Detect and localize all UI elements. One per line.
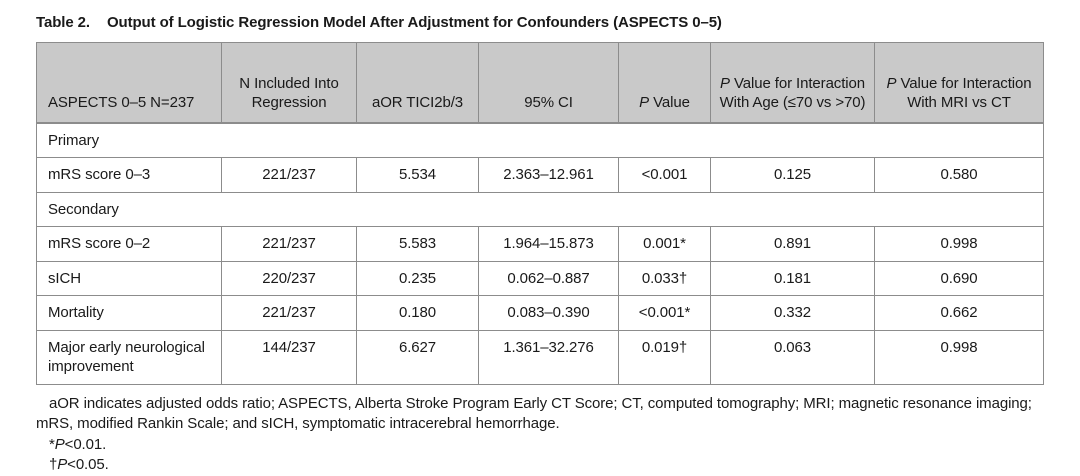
table-row: sICH 220/237 0.235 0.062–0.887 0.033† 0.181 0.… bbox=[36, 260, 1044, 296]
significance-note-1: *P<0.01. bbox=[49, 435, 107, 453]
table-title: Table 2. Output of Logistic Regression Mo… bbox=[36, 14, 1044, 31]
logistic-regression-table: ASPECTS 0–5 N=237 N Included Into Regress… bbox=[36, 42, 1044, 385]
cell-p_value: <0.001* bbox=[618, 295, 711, 331]
cell-outcome: mRS score 0–3 bbox=[36, 157, 222, 193]
cell-outcome: mRS score 0–2 bbox=[36, 226, 222, 262]
cell-p_interaction_age: 0.063 bbox=[710, 329, 875, 385]
cell-p_interaction_mri_ct: 0.580 bbox=[874, 157, 1044, 193]
cell-p_interaction_age: 0.332 bbox=[710, 295, 875, 331]
cell-aor: 0.180 bbox=[356, 295, 479, 331]
column-header-2: aOR TICI2b/3 bbox=[356, 42, 479, 124]
cell-p_value: 0.033† bbox=[618, 260, 711, 296]
section-row-secondary: Secondary bbox=[36, 191, 1044, 227]
section-row-primary: Primary bbox=[36, 122, 1044, 158]
cell-ci: 1.964–15.873 bbox=[478, 226, 619, 262]
cell-p_interaction_age: 0.891 bbox=[710, 226, 875, 262]
cell-p_interaction_mri_ct: 0.998 bbox=[874, 329, 1044, 385]
table-body: Primary mRS score 0–3 221/237 5.534 2.363–12… bbox=[36, 122, 1044, 385]
section-label: Primary bbox=[36, 122, 1044, 158]
cell-outcome: sICH bbox=[36, 260, 222, 296]
cell-n_included: 220/237 bbox=[221, 260, 357, 296]
cell-n_included: 144/237 bbox=[221, 329, 357, 385]
cell-outcome: Mortality bbox=[36, 295, 222, 331]
cell-aor: 5.583 bbox=[356, 226, 479, 262]
table-caption: Output of Logistic Regression Model Afte… bbox=[106, 14, 722, 31]
significance-note-2: †P<0.05. bbox=[49, 456, 109, 474]
cell-outcome: Major early neurological improvement bbox=[36, 329, 222, 385]
table-row: Major early neurological improvement 144/… bbox=[36, 329, 1044, 385]
cell-ci: 2.363–12.961 bbox=[478, 157, 619, 193]
cell-n_included: 221/237 bbox=[221, 157, 357, 193]
table-number: Table 2. bbox=[36, 14, 90, 31]
cell-p_interaction_mri_ct: 0.690 bbox=[874, 260, 1044, 296]
cell-p_value: 0.019† bbox=[618, 329, 711, 385]
column-header-3: 95% CI bbox=[478, 42, 619, 124]
cell-p_value: 0.001* bbox=[618, 226, 711, 262]
cell-n_included: 221/237 bbox=[221, 295, 357, 331]
column-header-5: P Value for Interaction With Age (≤70 vs… bbox=[710, 42, 875, 124]
column-header-4: P Value bbox=[618, 42, 711, 124]
cell-p_interaction_age: 0.181 bbox=[710, 260, 875, 296]
cell-ci: 1.361–32.276 bbox=[478, 329, 619, 385]
cell-p_interaction_age: 0.125 bbox=[710, 157, 875, 193]
cell-aor: 6.627 bbox=[356, 329, 479, 385]
table-row: mRS score 0–2 221/237 5.583 1.964–15.873 0.0… bbox=[36, 226, 1044, 262]
section-label: Secondary bbox=[36, 191, 1044, 227]
cell-ci: 0.062–0.887 bbox=[478, 260, 619, 296]
table-row: mRS score 0–3 221/237 5.534 2.363–12.961 <0.… bbox=[36, 157, 1044, 193]
cell-aor: 0.235 bbox=[356, 260, 479, 296]
table-row: Mortality 221/237 0.180 0.083–0.390 <0.001* 0… bbox=[36, 295, 1044, 331]
cell-n_included: 221/237 bbox=[221, 226, 357, 262]
header-row: ASPECTS 0–5 N=237 N Included Into Regress… bbox=[36, 42, 1044, 124]
table-footnotes: aOR indicates adjusted odds ratio; ASPEC… bbox=[36, 394, 1043, 476]
column-header-6: P Value for Interaction With MRI vs CT bbox=[874, 42, 1044, 124]
column-header-0: ASPECTS 0–5 N=237 bbox=[36, 42, 222, 124]
cell-ci: 0.083–0.390 bbox=[478, 295, 619, 331]
cell-p_interaction_mri_ct: 0.998 bbox=[874, 226, 1044, 262]
column-header-1: N Included Into Regression bbox=[221, 42, 357, 124]
cell-aor: 5.534 bbox=[356, 157, 479, 193]
abbreviations-note: aOR indicates adjusted odds ratio; ASPEC… bbox=[36, 394, 1032, 433]
cell-p_value: <0.001 bbox=[618, 157, 711, 193]
cell-p_interaction_mri_ct: 0.662 bbox=[874, 295, 1044, 331]
table-header: ASPECTS 0–5 N=237 N Included Into Regress… bbox=[36, 42, 1044, 124]
